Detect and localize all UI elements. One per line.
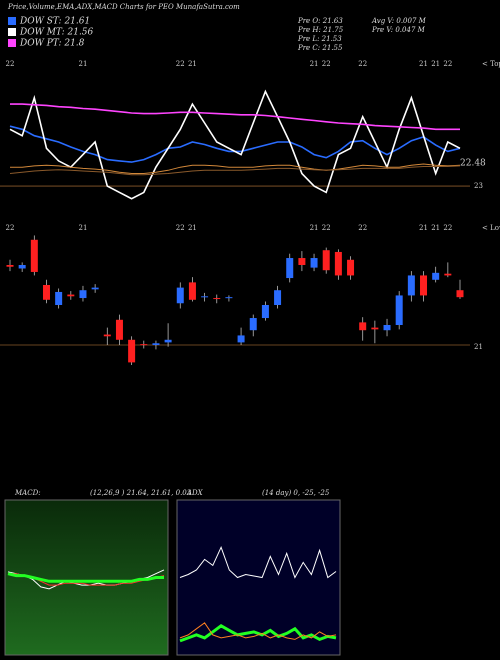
candle-body — [249, 318, 257, 331]
legend-swatch — [8, 39, 16, 47]
panel-title: MACD: — [14, 489, 41, 497]
y-tick-label: 21 — [474, 343, 483, 351]
candle-body — [444, 273, 452, 276]
y-tick-label: 23 — [474, 182, 483, 190]
candle-body — [456, 290, 464, 298]
panel-subtitle: (14 day) 0, -25, -25 — [262, 489, 330, 497]
candle-body — [310, 258, 318, 268]
info: Pre C: 21.55 — [297, 44, 343, 52]
legend-swatch — [8, 17, 16, 25]
series-line — [10, 103, 460, 131]
x-tick-label: 21 — [79, 224, 88, 232]
x-tick-label: 22 — [176, 60, 185, 68]
candle-body — [164, 339, 172, 343]
series-line — [179, 545, 337, 579]
candle-body — [6, 265, 14, 267]
candle-body — [128, 339, 136, 363]
info: Pre O: 21.63 — [297, 17, 343, 25]
candle-body — [371, 327, 379, 330]
candle-body — [115, 319, 123, 340]
x-tick-label: 22 — [6, 224, 15, 232]
x-tick-label: 21 — [419, 60, 428, 68]
legend-label: DOW PT: 21.8 — [19, 39, 85, 49]
page-title: Price,Volume,EMA,ADX,MACD Charts for PEO… — [7, 3, 240, 11]
x-tick-label: 22 — [358, 224, 367, 232]
candle-body — [334, 251, 342, 276]
info: Avg V: 0.007 M — [371, 17, 427, 25]
candle-body — [237, 335, 245, 343]
candle-body — [213, 298, 221, 300]
x-tick-label: 22 — [322, 224, 331, 232]
candle-body — [103, 334, 111, 337]
x-tick-label: 21 — [188, 60, 197, 68]
candle-body — [407, 275, 415, 296]
x-tick-label: 22 — [6, 60, 15, 68]
x-tick-label: 22 — [358, 60, 367, 68]
candle-body — [30, 239, 38, 272]
series-line — [9, 165, 461, 176]
candle-body — [395, 295, 403, 325]
x-tick-label: 21 — [431, 60, 440, 68]
x-tick-label: 21 — [310, 224, 319, 232]
candle-body — [225, 297, 233, 299]
candle-body — [359, 322, 367, 331]
series-line — [7, 572, 164, 583]
series-line — [10, 163, 461, 174]
candle-body — [55, 291, 63, 305]
x-tick-label: 21 — [431, 224, 440, 232]
lows-label: < Lowne — [482, 224, 500, 232]
candle-body — [261, 305, 269, 319]
x-tick-label: 22 — [322, 60, 331, 68]
candle-body — [91, 287, 99, 290]
candle-body — [42, 285, 50, 300]
candle-body — [176, 287, 184, 304]
tops-label: < Tope — [482, 60, 500, 68]
panel-title: ADX — [186, 489, 204, 497]
candle-body — [420, 275, 428, 296]
panel-subtitle: (12,26,9 ) 21.64, 21.61, 0.03 — [90, 489, 192, 497]
candle-body — [188, 282, 196, 300]
candle-body — [298, 258, 306, 265]
candle-body — [18, 265, 26, 269]
candle-body — [67, 294, 75, 297]
candle-body — [432, 272, 440, 280]
info: Pre L: 21.53 — [297, 35, 342, 43]
info: Pre H: 21.75 — [297, 26, 344, 34]
legend-label: DOW MT: 21.56 — [19, 28, 94, 38]
legend-label: DOW ST: 21.61 — [19, 17, 90, 27]
legend-swatch — [8, 28, 16, 36]
candle-body — [322, 250, 330, 271]
candle-body — [347, 259, 355, 276]
annotation: 22.48 — [460, 159, 486, 169]
x-tick-label: 21 — [188, 224, 197, 232]
x-tick-label: 21 — [419, 224, 428, 232]
x-tick-label: 21 — [310, 60, 319, 68]
x-tick-label: 22 — [443, 60, 452, 68]
x-tick-label: 22 — [443, 224, 452, 232]
candle-body — [383, 325, 391, 331]
info: Pre V: 0.047 M — [371, 26, 426, 34]
series-line — [179, 624, 337, 643]
x-tick-label: 21 — [79, 60, 88, 68]
candle-body — [201, 296, 209, 298]
candle-body — [79, 290, 87, 299]
x-tick-label: 22 — [176, 224, 185, 232]
candle-body — [140, 344, 148, 346]
adx-panel — [176, 499, 341, 656]
candle-body — [152, 343, 160, 345]
series-line — [9, 89, 461, 200]
candle-body — [274, 290, 282, 305]
series-line — [179, 622, 337, 640]
candle-body — [286, 258, 294, 279]
